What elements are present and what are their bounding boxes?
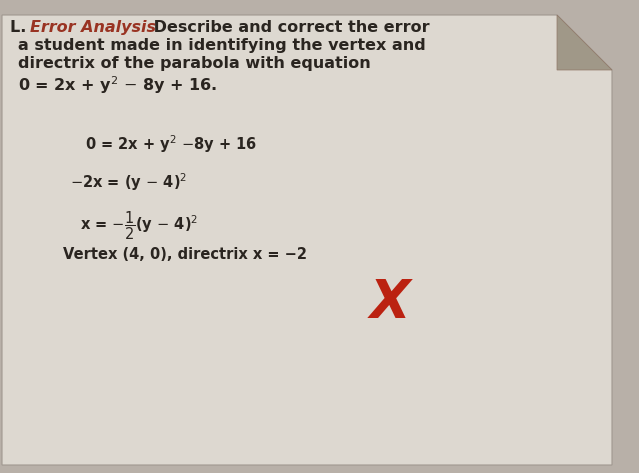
Text: directrix of the parabola with equation: directrix of the parabola with equation <box>18 56 371 71</box>
Text: Describe and correct the error: Describe and correct the error <box>148 20 429 35</box>
Polygon shape <box>557 15 612 70</box>
Text: 0 = 2x + y$^2$ $-$ 8y + 16.: 0 = 2x + y$^2$ $-$ 8y + 16. <box>18 74 217 96</box>
Text: L.: L. <box>10 20 32 35</box>
Text: x = $-\dfrac{1}{2}$(y $-$ 4)$^2$: x = $-\dfrac{1}{2}$(y $-$ 4)$^2$ <box>80 209 198 242</box>
Text: 0 = 2x + y$^2$ $-$8y + 16: 0 = 2x + y$^2$ $-$8y + 16 <box>85 133 258 155</box>
Text: $-$2x = (y $-$ 4)$^2$: $-$2x = (y $-$ 4)$^2$ <box>70 171 187 193</box>
Text: X: X <box>370 277 411 329</box>
Text: a student made in identifying the vertex and: a student made in identifying the vertex… <box>18 38 426 53</box>
Text: Error Analysis: Error Analysis <box>30 20 156 35</box>
Polygon shape <box>2 15 612 465</box>
Text: Vertex (4, 0), directrix x = −2: Vertex (4, 0), directrix x = −2 <box>63 247 307 262</box>
